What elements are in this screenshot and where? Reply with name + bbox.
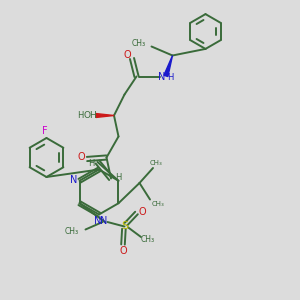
Text: N: N — [100, 216, 107, 226]
Text: CH₃: CH₃ — [150, 160, 162, 166]
Text: O: O — [124, 50, 131, 61]
Text: H: H — [77, 111, 84, 120]
Text: CH₃: CH₃ — [151, 201, 164, 207]
Text: H: H — [115, 172, 122, 182]
Text: N: N — [70, 175, 78, 185]
Text: OH: OH — [83, 111, 97, 120]
Polygon shape — [96, 113, 114, 117]
Text: CH₃: CH₃ — [140, 236, 155, 244]
Text: N: N — [158, 71, 166, 82]
Polygon shape — [164, 56, 172, 76]
Text: O: O — [119, 246, 127, 256]
Text: CH₃: CH₃ — [132, 39, 146, 48]
Text: CH₃: CH₃ — [65, 226, 79, 236]
Text: H: H — [167, 74, 173, 82]
Text: O: O — [78, 152, 86, 163]
Text: F: F — [42, 126, 48, 136]
Text: S: S — [122, 221, 129, 231]
Text: O: O — [138, 207, 146, 217]
Text: N: N — [94, 216, 101, 226]
Text: H: H — [88, 159, 94, 168]
